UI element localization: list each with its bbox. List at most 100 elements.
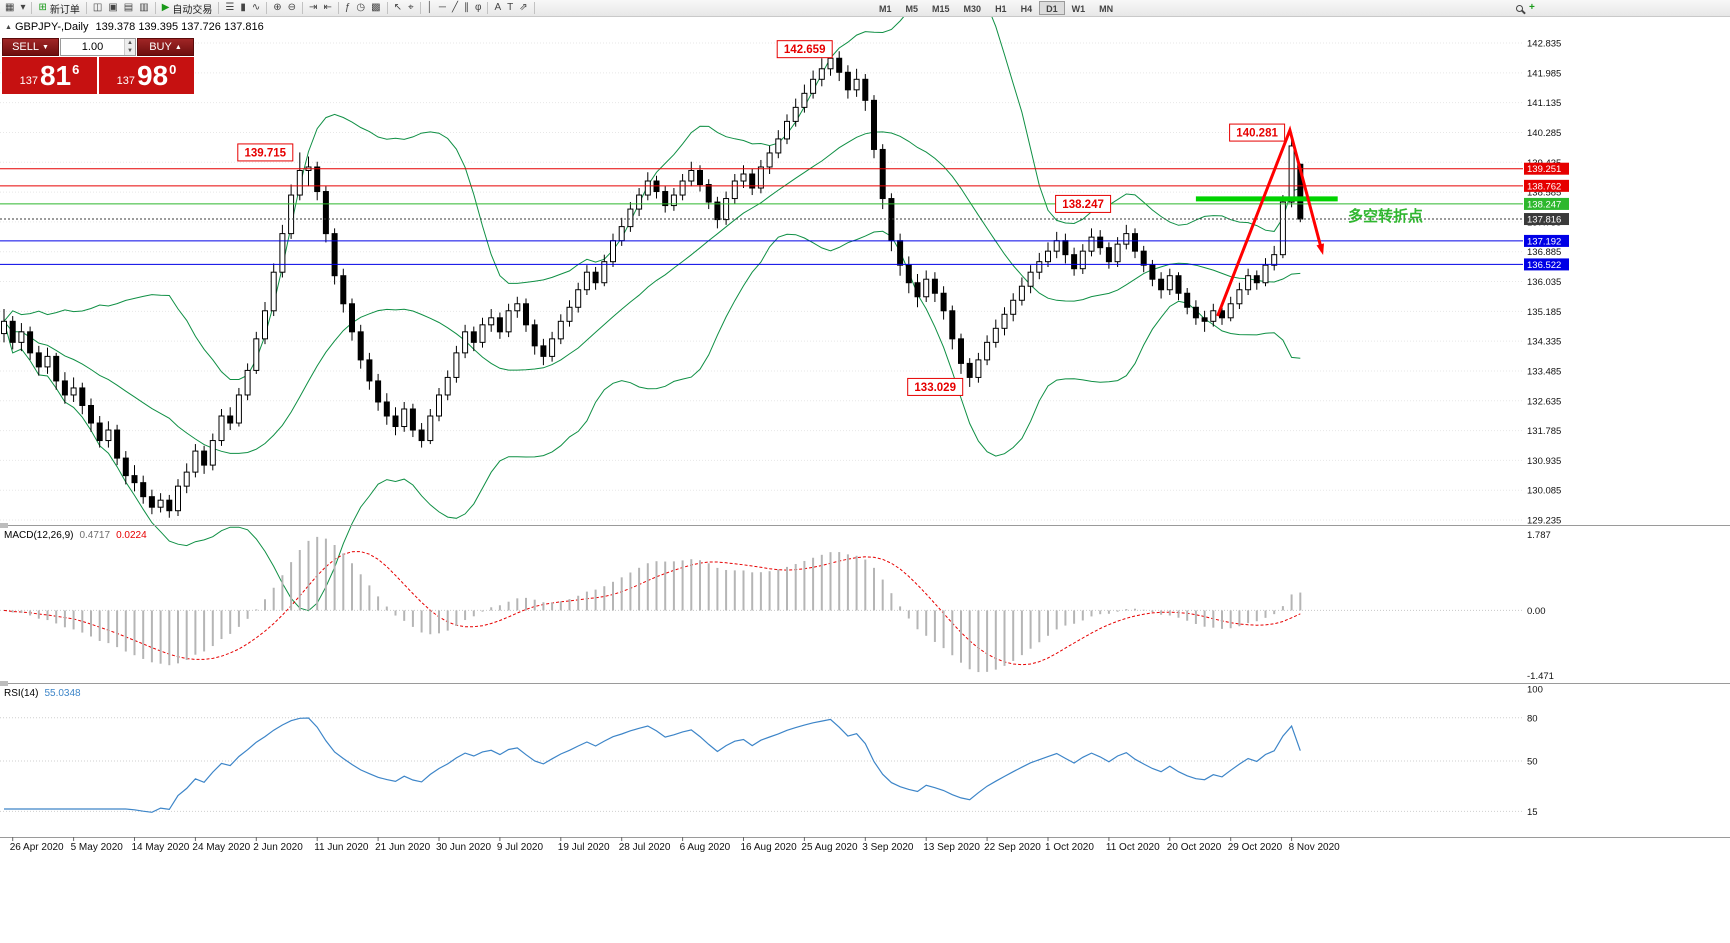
- toolbar-separator: [386, 2, 388, 14]
- svg-text:130.935: 130.935: [1527, 456, 1561, 467]
- text-icon[interactable]: A: [494, 2, 502, 13]
- vertical-line-icon[interactable]: │: [426, 2, 433, 13]
- svg-text:24 May 2020: 24 May 2020: [192, 842, 250, 853]
- horizontal-line-icon[interactable]: ─: [438, 2, 446, 13]
- time-axis: 26 Apr 2020 5 May 2020 14 May 2020 24 May 2…: [10, 837, 1340, 853]
- price-callouts[interactable]: 139.715 142.659 140.281 138.247 133.029: [237, 40, 1286, 396]
- indicators-icon[interactable]: ƒ: [344, 2, 351, 13]
- chart-bars-type-icon[interactable]: ☰: [225, 2, 235, 13]
- volume-down-icon[interactable]: ▼: [125, 47, 135, 55]
- arrows-icon[interactable]: ⇗: [519, 2, 528, 13]
- svg-text:139.715: 139.715: [245, 147, 287, 159]
- toolbar-timeframes: M1 M5 M15 M30 H1 H4 D1 W1 MN: [872, 1, 1120, 15]
- one-click-trading-panel: SELL ▼ 1.00 ▲ ▼ BUY ▲ 137 81 6 1: [2, 38, 194, 94]
- callout-133.029[interactable]: [907, 377, 964, 396]
- svg-text:50: 50: [1527, 757, 1538, 768]
- reversal-arrow[interactable]: [1216, 125, 1324, 317]
- volume-input[interactable]: 1.00 ▲ ▼: [60, 38, 136, 56]
- charts-tile-horizontal-icon[interactable]: ▤: [123, 2, 134, 13]
- buy-price-box[interactable]: 137 98 0: [99, 57, 194, 94]
- callout-142.659[interactable]: [776, 40, 833, 59]
- timeframe-m5-button[interactable]: M5: [905, 4, 919, 14]
- chart-window-icon[interactable]: ▦: [5, 2, 15, 13]
- chart-dropdown-icon[interactable]: ▾: [20, 2, 26, 13]
- cursor-icon[interactable]: ↖: [393, 2, 402, 13]
- crosshair-icon[interactable]: ⌖: [407, 2, 414, 13]
- svg-text:137.816: 137.816: [1527, 215, 1561, 226]
- rsi-panel: 100 80 50 15 RSI(14) 55.0348: [0, 685, 1543, 818]
- auto-scroll-icon[interactable]: ⇥: [309, 2, 318, 13]
- volume-up-icon[interactable]: ▲: [125, 39, 135, 47]
- svg-text:138.585: 138.585: [1527, 188, 1561, 199]
- timeframe-m1-button[interactable]: M1: [879, 4, 892, 14]
- macd-histogram: [11, 536, 1302, 673]
- toolbar-right-icons: +: [1513, 1, 1538, 15]
- chart-shift-icon[interactable]: ⇤: [323, 2, 332, 13]
- timeframe-mn-button[interactable]: MN: [1099, 4, 1114, 14]
- sell-price-box[interactable]: 137 81 6: [2, 57, 97, 94]
- templates-icon[interactable]: ▩: [371, 2, 381, 13]
- macd-signal-line: [3, 551, 1301, 666]
- sell-button[interactable]: SELL ▼: [2, 38, 59, 56]
- text-label-icon[interactable]: T: [507, 2, 514, 13]
- chart-canvas[interactable]: 129.235 130.085 130.935 131.785 132.635 133.4…: [0, 17, 1730, 862]
- price-tags: 139.251 138.762 138.247 137.816 137.192 136.5…: [1524, 162, 1569, 271]
- svg-text:16 Aug 2020: 16 Aug 2020: [741, 842, 798, 853]
- timeframe-d1-button[interactable]: D1: [1039, 1, 1065, 15]
- svg-text:140.281: 140.281: [1236, 128, 1278, 140]
- toolbar-separator: [85, 2, 87, 14]
- chart-candles-type-icon[interactable]: ▮: [240, 2, 246, 13]
- toolbar: ▦ ▾ ⊞ 新订单 ◫ ▣ ▤ ▥ ▶ 自动交易 ☰ ▮ ∿ ⊕ ⊖ ⇥ ⇤ ƒ ◷ ▩ ↖ ⌖ │ ─ ╱ ∥ φ A T ⇗ M1 M5…: [0, 0, 1730, 17]
- toolbar-separator: [487, 2, 489, 14]
- zoom-out-icon[interactable]: ⊖: [287, 2, 297, 13]
- volume-value: 1.00: [81, 41, 104, 53]
- svg-text:136.885: 136.885: [1527, 247, 1561, 258]
- ask-pip-digit: 0: [169, 62, 177, 77]
- svg-text:139.251: 139.251: [1527, 164, 1561, 175]
- toolbar-separator: [154, 2, 156, 14]
- equidistant-channel-icon[interactable]: ∥: [463, 2, 469, 13]
- svg-text:5 May 2020: 5 May 2020: [71, 842, 124, 853]
- turning-point-annotation[interactable]: 多空转折点: [1348, 207, 1423, 225]
- candlestick-series: [1, 49, 1304, 518]
- svg-text:100: 100: [1527, 685, 1543, 696]
- bid-pip-digit: 6: [72, 62, 80, 77]
- svg-text:141.135: 141.135: [1527, 98, 1561, 109]
- periods-dropdown-icon[interactable]: ◷: [356, 2, 366, 13]
- autotrading-button[interactable]: ▶ 自动交易: [161, 2, 213, 16]
- timeframe-h4-button[interactable]: H4: [1020, 4, 1033, 14]
- buy-button[interactable]: BUY ▲: [137, 38, 194, 56]
- new-order-button[interactable]: ⊞ 新订单: [38, 2, 80, 16]
- sell-button-label: SELL: [12, 41, 39, 53]
- add-chart-icon[interactable]: +: [1529, 2, 1535, 13]
- horizontal-line-objects[interactable]: [0, 168, 1523, 265]
- volume-spinner: ▲ ▼: [124, 39, 135, 55]
- timeframe-w1-button[interactable]: W1: [1071, 4, 1086, 14]
- timeframe-h1-button[interactable]: H1: [995, 4, 1007, 14]
- fibonacci-icon[interactable]: φ: [474, 2, 482, 13]
- new-order-button-label: 新订单: [49, 4, 80, 16]
- callout-139.715[interactable]: [237, 143, 294, 162]
- callout-138.247[interactable]: [1055, 194, 1112, 213]
- timeframe-m15-button[interactable]: M15: [932, 4, 950, 14]
- chart-symbol-period: GBPJPY-,Daily: [14, 21, 89, 33]
- zoom-in-icon[interactable]: ⊕: [273, 2, 282, 13]
- svg-text:130.085: 130.085: [1527, 486, 1561, 497]
- svg-text:133.485: 133.485: [1527, 366, 1561, 377]
- charts-tile-vertical-icon[interactable]: ▥: [139, 2, 149, 13]
- charts-cascade-icon[interactable]: ▣: [108, 2, 118, 13]
- timeframe-m30-button[interactable]: M30: [963, 4, 982, 14]
- symbol-search-icon[interactable]: [1513, 1, 1526, 15]
- callout-140.281[interactable]: [1229, 123, 1286, 142]
- svg-text:11 Jun 2020: 11 Jun 2020: [314, 842, 369, 853]
- svg-text:136.035: 136.035: [1527, 277, 1561, 288]
- svg-text:29 Oct 2020: 29 Oct 2020: [1228, 842, 1283, 853]
- bid-big-digits: 81: [39, 59, 72, 91]
- svg-text:135.185: 135.185: [1527, 307, 1561, 318]
- toolbar-separator: [266, 2, 268, 14]
- svg-text:19 Jul 2020: 19 Jul 2020: [558, 842, 610, 853]
- chart-line-type-icon[interactable]: ∿: [251, 2, 261, 13]
- trendline-icon[interactable]: ╱: [451, 2, 458, 13]
- charts-tile-icon[interactable]: ◫: [92, 2, 103, 13]
